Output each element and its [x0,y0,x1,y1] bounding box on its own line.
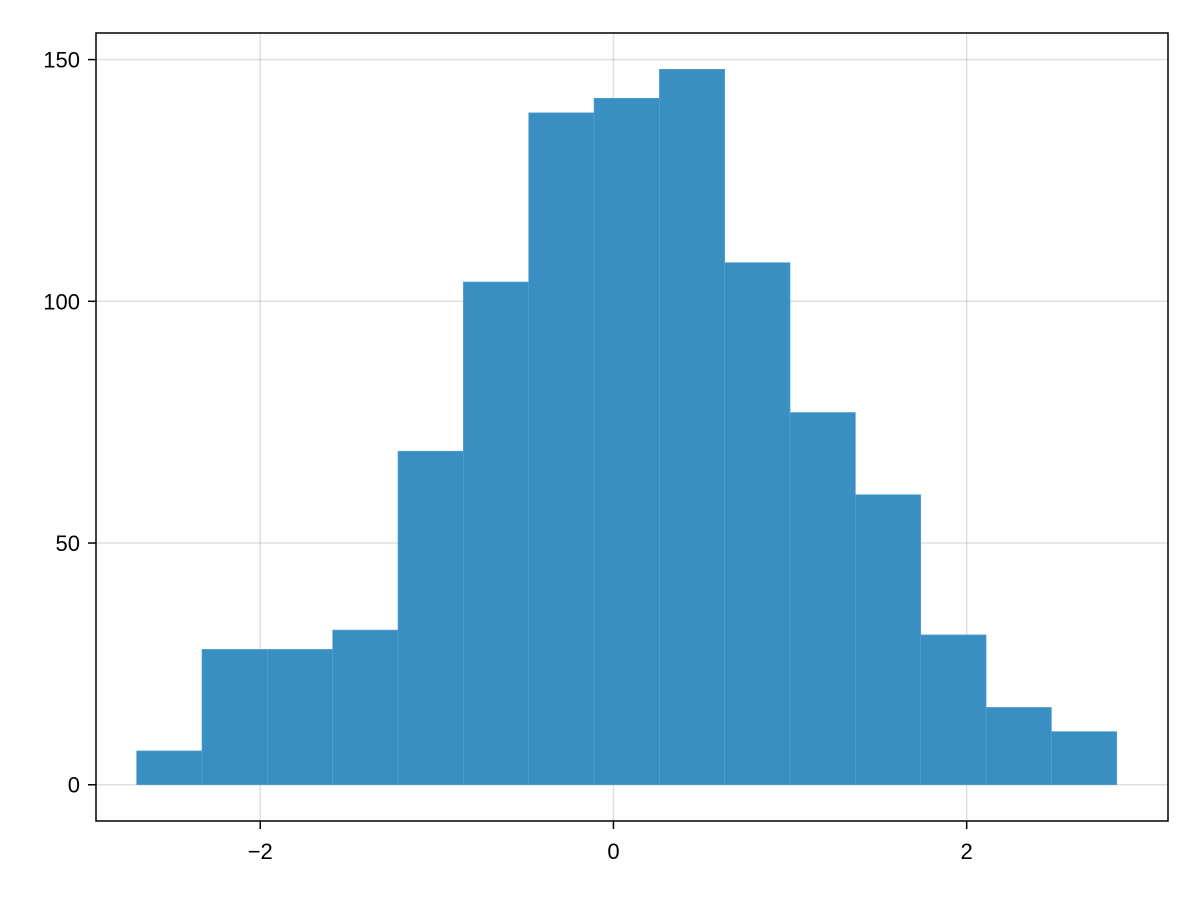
y-tick-label: 0 [68,773,80,798]
histogram-bar [397,450,464,786]
histogram-bar [920,634,987,786]
ticks-layer [88,58,968,829]
y-tick-label: 50 [56,531,80,556]
histogram-bar [659,68,726,786]
histogram-bar [136,750,203,786]
x-tick-label: 2 [961,839,973,864]
histogram-bar [267,649,333,786]
histogram-bar [1051,731,1118,786]
histogram-bar [593,97,660,786]
labels-layer: −2 0 2 0 50 100 150 [43,48,973,864]
bars-layer [136,68,1118,786]
histogram-bar [724,262,791,786]
histogram-bar [463,281,529,786]
plot-frame [95,32,1169,822]
x-tick-label: −2 [248,839,273,864]
histogram-bar [528,112,595,786]
histogram-bar [332,629,399,786]
histogram-bar [985,707,1052,786]
y-tick-label: 150 [43,48,80,73]
x-tick-label: 0 [607,839,619,864]
y-tick-label: 100 [43,289,80,314]
histogram-bar [855,494,922,786]
histogram-bar [789,412,856,786]
histogram-bar [201,649,268,786]
